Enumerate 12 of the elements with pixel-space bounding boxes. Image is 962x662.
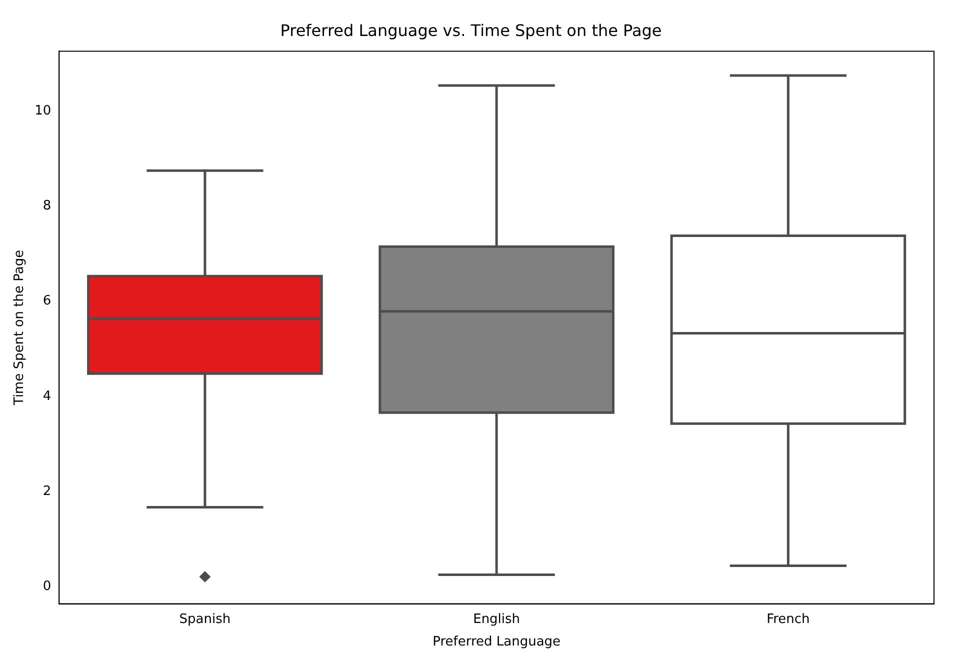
y-axis-title: Time Spent on the Page — [12, 250, 28, 406]
y-tick-label: 10 — [34, 103, 52, 118]
y-tick-label: 4 — [42, 388, 52, 404]
x-axis-title: Preferred Language — [432, 634, 561, 650]
chart-title: Preferred Language vs. Time Spent on the Page — [280, 20, 662, 40]
y-tick-label: 2 — [42, 484, 52, 499]
y-tick-label: 6 — [42, 294, 52, 309]
x-tick-label: English — [473, 612, 520, 627]
y-tick-label: 0 — [42, 579, 52, 594]
x-tick-label: Spanish — [179, 612, 231, 627]
y-tick-label: 8 — [42, 198, 52, 214]
x-tick-label: French — [766, 612, 810, 627]
